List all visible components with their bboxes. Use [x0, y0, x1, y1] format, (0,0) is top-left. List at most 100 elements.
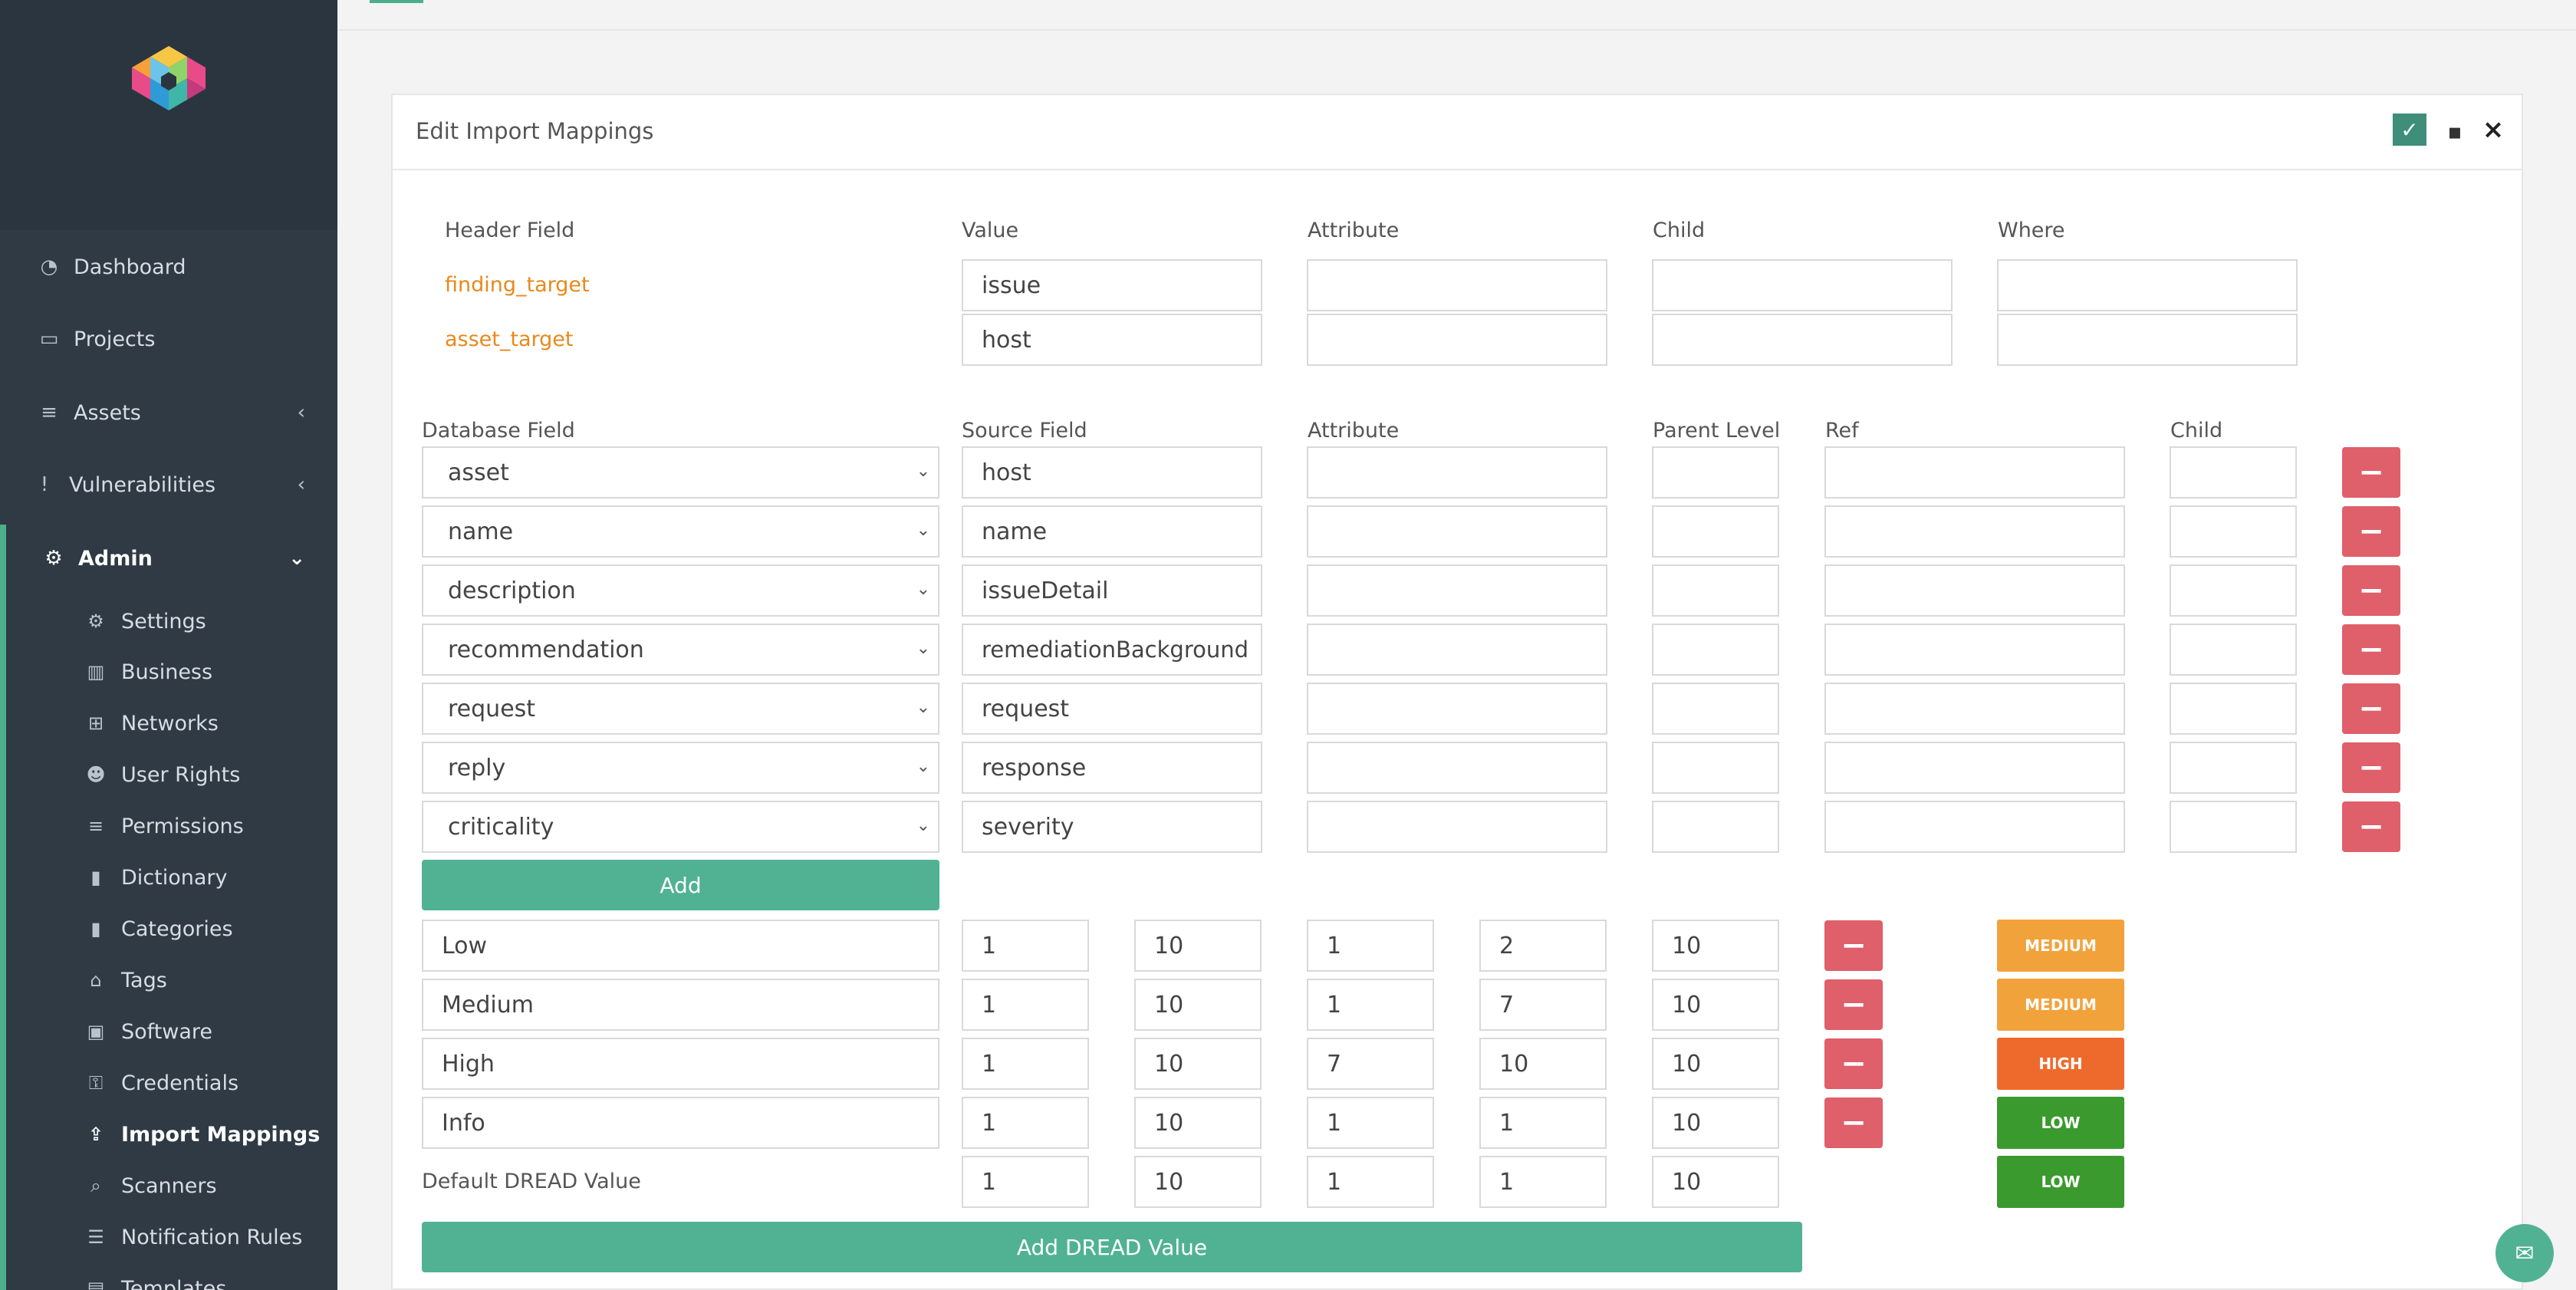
sidebar-item-software[interactable]: ▣ Software — [0, 1009, 337, 1055]
ref-input[interactable] — [1824, 683, 2125, 735]
sidebar-item-tags[interactable]: ⌂ Tags — [0, 957, 337, 1003]
sidebar-item-settings[interactable]: ⚙ Settings — [0, 598, 337, 644]
dread-name-input[interactable]: Low — [422, 920, 939, 972]
child-input[interactable] — [2170, 505, 2297, 558]
dread-value-input[interactable]: 10 — [1134, 920, 1262, 972]
remove-mapping-button[interactable]: − — [2342, 742, 2400, 793]
ref-input[interactable] — [1824, 446, 2125, 499]
dread-value-input[interactable]: 7 — [1307, 1038, 1434, 1090]
dread-value-input[interactable]: 1 — [1307, 979, 1434, 1031]
dread-value-input[interactable]: 1 — [962, 1038, 1089, 1090]
sidebar-item-dashboard[interactable]: ◔ Dashboard — [0, 244, 337, 290]
remove-mapping-button[interactable]: − — [2342, 801, 2400, 852]
attribute-input[interactable] — [1307, 742, 1607, 794]
source-field-input[interactable]: response — [962, 742, 1262, 794]
ref-input[interactable] — [1824, 564, 2125, 617]
child-input[interactable] — [2170, 683, 2297, 735]
database-field-select[interactable]: request ⌄ — [422, 683, 939, 735]
dread-value-input[interactable]: 10 — [1134, 1097, 1262, 1149]
source-field-input[interactable]: issueDetail — [962, 564, 1262, 617]
remove-dread-button[interactable]: − — [1824, 1097, 1883, 1148]
add-mapping-button[interactable]: Add — [422, 860, 939, 910]
header-attribute-input[interactable] — [1307, 259, 1607, 311]
source-field-input[interactable]: request — [962, 683, 1262, 735]
dread-value-input[interactable]: 10 — [1479, 1038, 1607, 1090]
header-field-asset-target[interactable]: asset_target — [445, 327, 574, 351]
sidebar-item-templates[interactable]: ▤ Templates — [0, 1265, 337, 1290]
ref-input[interactable] — [1824, 505, 2125, 558]
dread-value-input[interactable]: 1 — [1307, 920, 1434, 972]
sidebar-item-import-mappings[interactable]: ⇪ Import Mappings — [0, 1111, 337, 1157]
remove-mapping-button[interactable]: − — [2342, 683, 2400, 734]
default-dread-value-input[interactable]: 1 — [1307, 1156, 1434, 1208]
remove-mapping-button[interactable]: − — [2342, 624, 2400, 675]
dread-value-input[interactable]: 10 — [1134, 979, 1262, 1031]
source-field-input[interactable]: severity — [962, 801, 1262, 853]
remove-mapping-button[interactable]: − — [2342, 565, 2400, 616]
header-where-input[interactable] — [1997, 314, 2298, 366]
remove-dread-button[interactable]: − — [1824, 920, 1883, 971]
child-input[interactable] — [2170, 446, 2297, 499]
database-field-select[interactable]: criticality ⌄ — [422, 801, 939, 853]
dread-name-input[interactable]: High — [422, 1038, 939, 1090]
sidebar-item-notification-rules[interactable]: ☰ Notification Rules — [0, 1214, 337, 1260]
dread-value-input[interactable]: 1 — [1479, 1097, 1607, 1149]
dread-value-input[interactable]: 1 — [962, 1097, 1089, 1149]
child-input[interactable] — [2170, 624, 2297, 676]
sidebar-item-user-rights[interactable]: ☻ User Rights — [0, 752, 337, 798]
database-field-select[interactable]: recommendation ⌄ — [422, 624, 939, 676]
dread-name-input[interactable]: Medium — [422, 979, 939, 1031]
default-dread-value-input[interactable]: 1 — [962, 1156, 1089, 1208]
sidebar-item-networks[interactable]: ⊞ Networks — [0, 700, 337, 746]
default-dread-value-input[interactable]: 10 — [1652, 1156, 1779, 1208]
logo[interactable] — [129, 44, 209, 121]
parent-level-input[interactable] — [1652, 564, 1779, 617]
sidebar-item-projects[interactable]: ▭ Projects — [0, 316, 337, 362]
header-attribute-input[interactable] — [1307, 314, 1607, 366]
attribute-input[interactable] — [1307, 624, 1607, 676]
source-field-input[interactable]: host — [962, 446, 1262, 499]
confirm-button[interactable]: ✓ — [2393, 114, 2426, 146]
remove-mapping-button[interactable]: − — [2342, 506, 2400, 557]
chat-button[interactable]: ✉ — [2495, 1224, 2554, 1282]
parent-level-input[interactable] — [1652, 624, 1779, 676]
remove-dread-button[interactable]: − — [1824, 1038, 1883, 1089]
sidebar-item-vulnerabilities[interactable]: ! Vulnerabilities ‹ — [0, 462, 337, 508]
header-child-input[interactable] — [1652, 314, 1953, 366]
child-input[interactable] — [2170, 564, 2297, 617]
parent-level-input[interactable] — [1652, 505, 1779, 558]
parent-level-input[interactable] — [1652, 683, 1779, 735]
attribute-input[interactable] — [1307, 564, 1607, 617]
close-button[interactable]: × — [2480, 114, 2506, 145]
remove-dread-button[interactable]: − — [1824, 979, 1883, 1030]
dread-value-input[interactable]: 1 — [1307, 1097, 1434, 1149]
header-value-input[interactable]: issue — [962, 259, 1262, 311]
dread-value-input[interactable]: 1 — [962, 920, 1089, 972]
attribute-input[interactable] — [1307, 683, 1607, 735]
dread-value-input[interactable]: 7 — [1479, 979, 1607, 1031]
attribute-input[interactable] — [1307, 505, 1607, 558]
database-field-select[interactable]: name ⌄ — [422, 505, 939, 558]
ref-input[interactable] — [1824, 624, 2125, 676]
header-child-input[interactable] — [1652, 259, 1953, 311]
sidebar-item-categories[interactable]: ▮ Categories — [0, 906, 337, 952]
parent-level-input[interactable] — [1652, 446, 1779, 499]
sidebar-item-permissions[interactable]: ≡ Permissions — [0, 803, 337, 849]
sidebar-item-admin[interactable]: ⚙ Admin ⌄ — [0, 535, 337, 581]
default-dread-value-input[interactable]: 1 — [1479, 1156, 1607, 1208]
parent-level-input[interactable] — [1652, 801, 1779, 853]
source-field-input[interactable]: remediationBackground — [962, 624, 1262, 676]
dread-value-input[interactable]: 10 — [1134, 1038, 1262, 1090]
ref-input[interactable] — [1824, 801, 2125, 853]
dread-value-input[interactable]: 10 — [1652, 1097, 1779, 1149]
dread-name-input[interactable]: Info — [422, 1097, 939, 1149]
sidebar-item-dictionary[interactable]: ▮ Dictionary — [0, 854, 337, 900]
dread-value-input[interactable]: 1 — [962, 979, 1089, 1031]
dread-value-input[interactable]: 10 — [1652, 920, 1779, 972]
database-field-select[interactable]: description ⌄ — [422, 564, 939, 617]
add-dread-value-button[interactable]: Add DREAD Value — [422, 1222, 1802, 1272]
header-where-input[interactable] — [1997, 259, 2298, 311]
dread-value-input[interactable]: 10 — [1652, 1038, 1779, 1090]
header-field-finding-target[interactable]: finding_target — [445, 273, 590, 297]
parent-level-input[interactable] — [1652, 742, 1779, 794]
